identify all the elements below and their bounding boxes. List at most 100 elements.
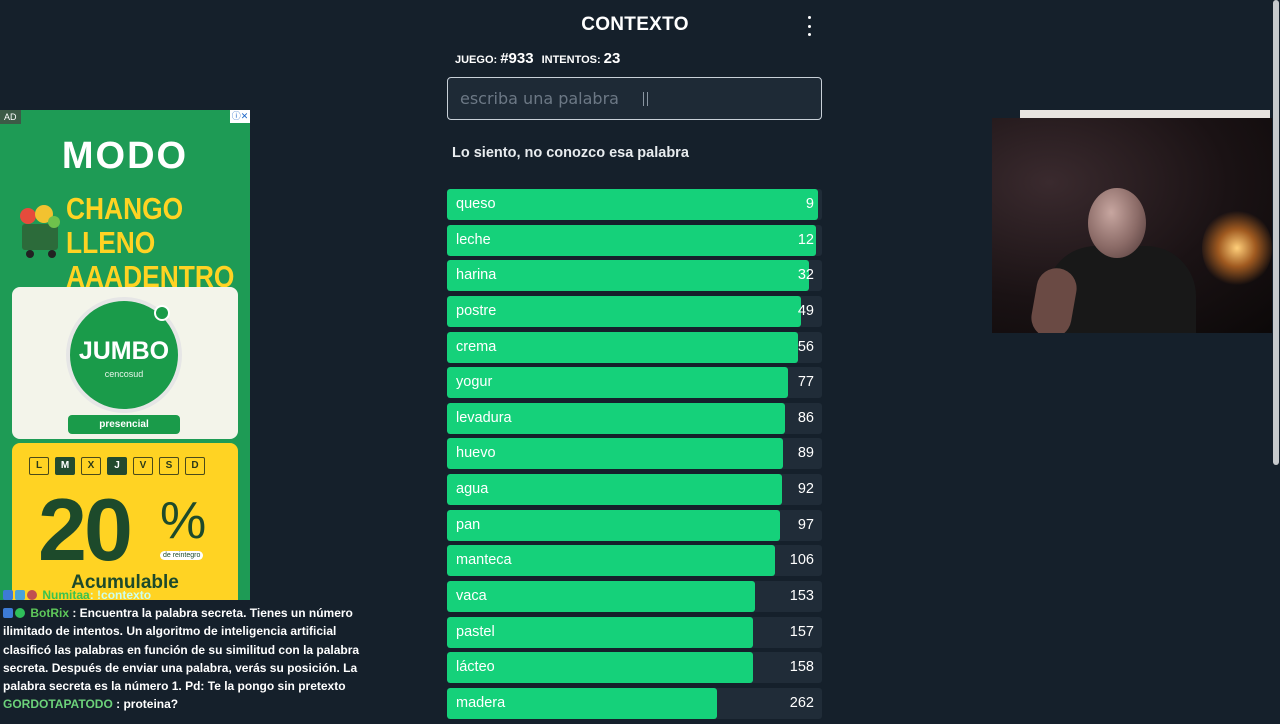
guess-row[interactable]: leche 12 [447,224,822,256]
guess-rank: 77 [797,374,814,391]
ad-day: J [107,457,127,475]
closeness-bar [447,189,819,220]
chat-username: BotRix [30,606,70,621]
shopping-cart-icon [20,205,60,258]
ad-headline: CHANGO LLENO AAADENTRO [66,191,234,294]
guess-rank: 153 [789,588,814,605]
jumbo-name: JUMBO [78,337,170,365]
guess-word: queso [456,196,496,212]
guess-row[interactable]: harina 32 [447,260,822,292]
advertisement[interactable]: AD ⓘ✕ MODO CHANGO LLENO AAADENTRO JUMBO … [0,110,250,600]
jumbo-sub: cencosud [104,369,144,379]
ad-day: V [133,457,153,475]
guess-row[interactable]: vaca 153 [447,581,822,613]
guess-rank: 89 [797,445,814,462]
chat-text: : Encuentra la palabra secreta. Tienes u… [3,606,360,694]
guess-word: harina [456,267,497,284]
ad-label: AD [0,110,21,124]
streamer-head [1088,188,1146,258]
guess-rank: 49 [797,302,814,319]
ad-brand: MODO [61,135,189,177]
guess-row[interactable]: agua 92 [447,474,822,506]
guess-word: manteca [456,552,512,569]
closeness-bar [447,652,753,684]
error-message: Lo siento, no conozco esa palabra [452,145,689,161]
discount-number: 20 [38,480,133,579]
ad-footer: Acumulable [71,572,179,593]
guess-row[interactable]: levadura 86 [447,402,822,434]
guess-row[interactable]: manteca 106 [447,545,822,577]
guess-rank: 262 [789,694,814,711]
guess-rank: 86 [797,409,814,426]
discount-sign: % [160,492,207,550]
closeness-bar [447,474,782,506]
game-number: #933 [500,50,534,67]
guess-word: vaca [456,588,487,605]
guess-word: huevo [456,445,496,462]
attempts-value: 23 [603,50,621,67]
guess-rank: 158 [789,659,814,676]
chat-text: : proteina? [112,697,179,712]
guess-row[interactable]: queso 9 [447,189,822,220]
attempts-label: INTENTOS: [541,54,601,66]
chat-message: GORDOTAPATODO : proteina? [3,695,381,713]
guess-rank: 97 [797,516,814,533]
chat-message: Numitaa: !contexto [3,586,381,604]
guess-word: leche [456,231,491,248]
app-title: CONTEXTO [581,14,689,35]
guess-row[interactable]: madera 262 [447,687,822,719]
ad-day: L [29,457,49,475]
guess-row[interactable]: pastel 157 [447,616,822,648]
store-badge: presencial [68,415,180,434]
ad-day: D [185,457,205,475]
text-cursor-icon [643,92,648,106]
badge-icon [3,608,13,619]
guess-list: queso 9 leche 12 harina 32 postre 49 crema 56 yogu… [447,189,822,724]
guess-rank: 92 [797,481,814,498]
guess-row[interactable]: huevo 89 [447,438,822,470]
guess-rank: 32 [797,267,814,284]
guess-row[interactable]: lácteo 158 [447,652,822,684]
chat-username: Numitaa [42,588,90,602]
closeness-bar [447,438,784,470]
badge-icon [3,590,13,600]
guess-word: lácteo [456,659,495,676]
guess-rank: 56 [797,338,814,355]
closeness-bar [447,260,809,292]
guess-rank: 157 [789,623,814,640]
guess-rank: 12 [797,231,814,248]
badge-icon [15,590,25,600]
ad-info-icon[interactable]: ⓘ✕ [230,110,250,123]
guess-word: postre [456,302,497,319]
ad-day: S [159,457,179,475]
ad-headline-line1: CHANGO LLENO [66,191,184,260]
guess-input[interactable] [447,77,822,120]
guess-row[interactable]: pan 97 [447,509,822,541]
chat-message: BotRix : Encuentra la palabra secreta. T… [3,604,381,695]
chat-username: GORDOTAPATODO [3,697,113,712]
guess-word: levadura [456,409,512,426]
guess-word: pastel [456,623,495,640]
guess-rank: 106 [789,552,814,569]
game-label: JUEGO: [455,54,498,66]
ad-store-card: JUMBO cencosud presencial [12,287,238,439]
closeness-bar [447,509,780,541]
jumbo-dot-icon [154,305,170,321]
kebab-menu-icon[interactable] [800,16,818,36]
guess-word: madera [456,694,506,711]
chat-overlay: Numitaa: !contexto BotRix : Encuentra la… [3,586,381,713]
guess-row[interactable]: postre 49 [447,295,822,327]
guess-word: yogur [456,374,493,391]
closeness-bar [447,616,754,648]
ad-day: M [55,457,75,475]
guess-word: crema [456,338,497,355]
webcam-feed [992,118,1280,333]
guess-row[interactable]: yogur 77 [447,367,822,399]
scrollbar-thumb[interactable] [1273,0,1279,465]
closeness-bar [447,545,776,577]
closeness-bar [447,402,785,434]
guess-word: pan [456,516,481,533]
guess-row[interactable]: crema 56 [447,331,822,363]
